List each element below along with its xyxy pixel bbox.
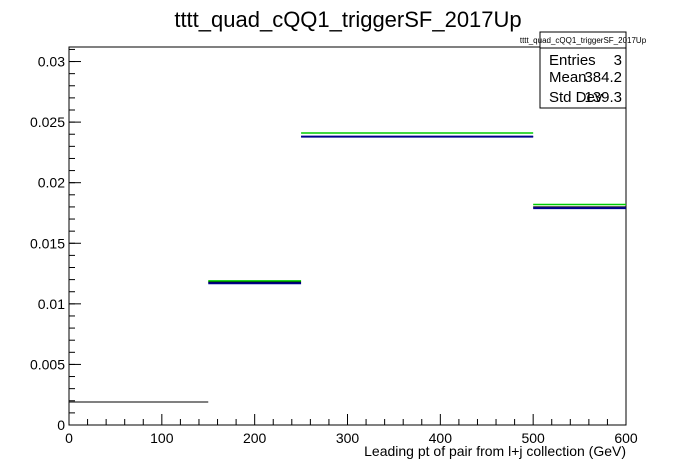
y-tick-label: 0.03 bbox=[38, 54, 65, 70]
y-tick-label: 0.02 bbox=[38, 175, 65, 191]
axes: 0 100 200 300 400 500 600 0 0.005 0.01 0.015 0.02 0.… bbox=[30, 48, 638, 446]
stats-stddev-label: Std Dev bbox=[549, 89, 603, 106]
x-axis-label: Leading pt of pair from l+j collection (… bbox=[364, 443, 626, 459]
stats-entries-value: 3 bbox=[614, 52, 622, 69]
x-tick-label: 0 bbox=[65, 430, 73, 446]
x-tick-label: 400 bbox=[429, 430, 453, 446]
y-tick-label: 0 bbox=[57, 417, 65, 433]
x-tick-label: 300 bbox=[336, 430, 360, 446]
x-tick-label: 200 bbox=[243, 430, 267, 446]
stats-mean-value: 384.2 bbox=[584, 69, 622, 86]
stats-box-frame bbox=[539, 31, 627, 109]
y-tick-label: 0.015 bbox=[30, 235, 65, 251]
y-tick-label: 0.01 bbox=[38, 296, 65, 312]
chart-title: tttt_quad_cQQ1_triggerSF_2017Up bbox=[174, 7, 521, 32]
stats-box: tttt_quad_cQQ1_triggerSF_2017Up Entries … bbox=[520, 31, 647, 109]
histogram-bins bbox=[69, 132, 626, 403]
y-tick-label: 0.005 bbox=[30, 356, 65, 372]
stats-mean-label: Mean bbox=[549, 69, 587, 86]
x-tick-label: 100 bbox=[150, 430, 174, 446]
stats-box-name: tttt_quad_cQQ1_triggerSF_2017Up bbox=[520, 36, 647, 45]
stats-entries-label: Entries bbox=[549, 52, 596, 69]
y-tick-label: 0.025 bbox=[30, 114, 65, 130]
x-tick-label: 600 bbox=[614, 430, 638, 446]
x-tick-label: 500 bbox=[521, 430, 545, 446]
stats-stddev-value: 139.3 bbox=[584, 89, 622, 106]
